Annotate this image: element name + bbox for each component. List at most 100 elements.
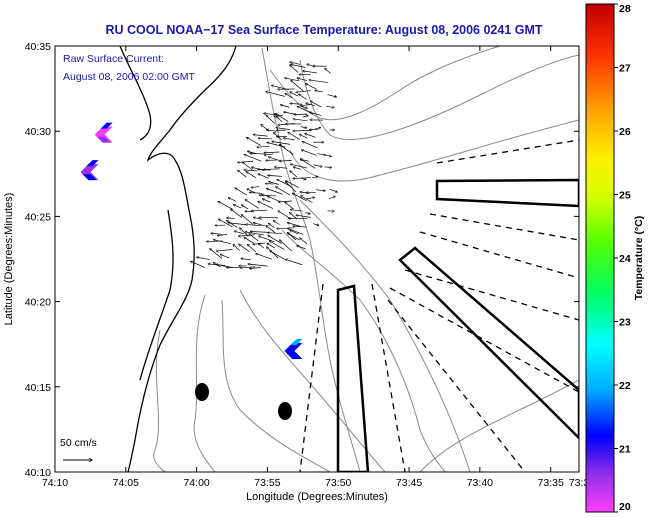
current-arrow <box>301 150 317 156</box>
coastline-bay <box>119 46 152 141</box>
current-arrow <box>247 244 257 253</box>
sst-patches <box>80 122 303 360</box>
current-arrow <box>301 105 307 108</box>
current-arrow <box>313 164 322 167</box>
dash-1 <box>436 139 579 164</box>
current-arrow <box>267 189 283 195</box>
current-arrow <box>289 213 298 220</box>
patch-upper-2 <box>80 160 99 181</box>
current-arrow <box>197 257 210 260</box>
y-tick-label-2: 40:20 <box>25 297 51 309</box>
current-arrow <box>306 103 315 106</box>
x-tick-label-8: 73:3 <box>569 477 590 489</box>
plot-frame <box>54 45 580 473</box>
y-tick-label-5: 40:35 <box>25 41 51 53</box>
current-arrow <box>228 223 247 226</box>
radar-dashed-lines <box>299 139 579 472</box>
x-tick-label-7: 73:35 <box>538 477 564 489</box>
current-arrow <box>276 187 291 196</box>
current-arrow <box>300 178 306 179</box>
current-arrow <box>280 240 292 252</box>
current-arrow <box>283 138 295 141</box>
current-arrow <box>266 115 276 124</box>
current-arrow <box>249 192 263 193</box>
current-arrow <box>274 167 288 169</box>
colorbar-gradient <box>585 3 615 513</box>
current-arrow <box>238 170 247 178</box>
current-arrow <box>247 137 262 146</box>
current-arrow <box>269 241 285 250</box>
current-arrow <box>247 189 256 194</box>
coastline <box>119 46 237 472</box>
current-arrow <box>325 68 331 74</box>
current-arrow <box>264 152 280 153</box>
current-arrow <box>256 254 272 260</box>
current-arrow <box>258 201 274 209</box>
current-arrow <box>238 234 255 236</box>
current-arrow <box>280 144 294 155</box>
annotation-line2: August 08, 2006 02:00 GMT <box>63 71 196 83</box>
current-arrow <box>273 221 280 225</box>
current-arrow <box>228 198 237 202</box>
colorbar-tick-label-4: 24 <box>619 253 631 265</box>
current-arrow <box>312 177 318 178</box>
current-arrow <box>266 92 285 97</box>
current-arrow <box>305 213 310 214</box>
x-tick-label-6: 73:40 <box>467 477 493 489</box>
current-arrow <box>233 244 240 251</box>
current-arrow <box>288 233 300 241</box>
grid-box-diagonal <box>398 246 579 440</box>
radar-grid <box>336 178 579 472</box>
current-arrow <box>299 134 308 139</box>
current-arrow <box>251 187 260 188</box>
current-arrow <box>218 219 233 228</box>
colorbar-tick-label-5: 25 <box>619 190 631 202</box>
current-arrow <box>327 94 337 97</box>
x-tick-label-2: 74:00 <box>183 477 209 489</box>
current-arrow <box>291 64 306 68</box>
x-tick-label-4: 73:50 <box>325 477 351 489</box>
current-arrow <box>267 243 276 249</box>
current-arrow <box>244 170 258 171</box>
plot-background <box>55 46 579 472</box>
x-axis-ticks: 74:10 74:05 74:00 73:55 73:50 73:45 73:40 73:35… <box>42 46 590 489</box>
contour-3 <box>289 119 579 182</box>
current-arrow <box>293 167 302 170</box>
colorbar-tick-label-3: 23 <box>619 317 631 329</box>
marker-ellipse-west <box>195 383 209 401</box>
current-arrow <box>238 161 253 162</box>
contour-6 <box>239 289 386 472</box>
current-arrow <box>290 104 303 105</box>
plot-area <box>55 46 579 472</box>
dash-4 <box>404 269 579 321</box>
y-tick-label-3: 40:25 <box>25 211 51 223</box>
current-arrow <box>241 215 254 225</box>
current-arrow <box>239 244 250 252</box>
current-arrow <box>241 259 251 260</box>
current-arrow <box>240 267 256 268</box>
current-arrow <box>234 231 244 235</box>
current-arrow <box>253 135 268 137</box>
grid-box-east <box>435 178 579 208</box>
colorbar-label: Temperature (°C) <box>633 216 645 301</box>
current-arrow <box>285 93 293 99</box>
current-arrow <box>216 264 233 269</box>
current-arrow <box>299 94 307 100</box>
current-arrow <box>257 146 270 147</box>
current-arrow <box>251 210 268 211</box>
current-arrow <box>285 259 303 266</box>
surface-current-arrows <box>191 62 338 269</box>
current-arrow <box>277 228 294 229</box>
current-arrow <box>258 174 269 179</box>
current-arrow <box>324 167 332 168</box>
current-arrow <box>305 134 316 138</box>
current-arrow <box>250 153 265 154</box>
current-arrow <box>293 130 312 131</box>
contour-9 <box>193 294 216 472</box>
x-tick-label-0: 74:10 <box>42 477 68 489</box>
current-arrow <box>287 228 304 235</box>
current-arrow <box>246 224 262 227</box>
colorbar-ticks: 20 21 22 23 24 25 26 27 28 <box>614 3 631 513</box>
current-arrow <box>293 226 307 227</box>
dash-3 <box>419 231 579 279</box>
